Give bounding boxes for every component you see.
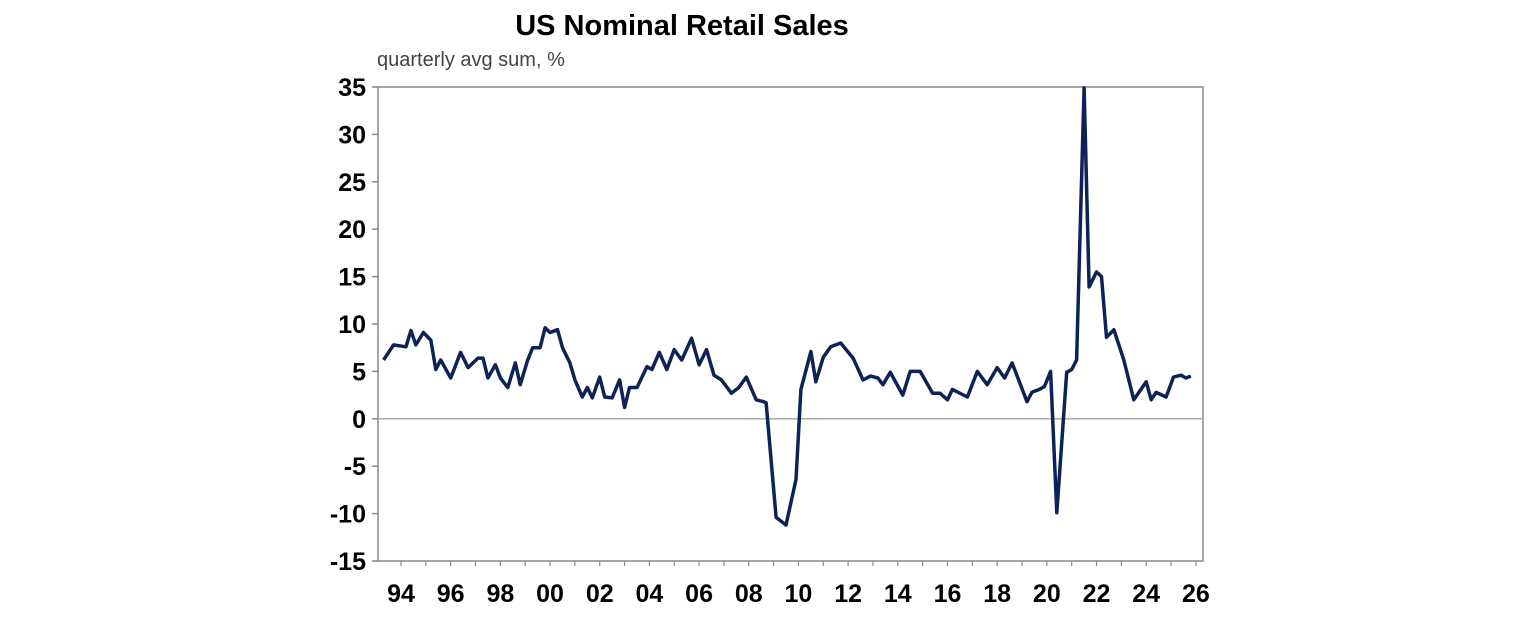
x-tick-label: 14 (884, 580, 912, 608)
x-tick-label: 24 (1132, 580, 1160, 608)
x-tick-label: 96 (437, 580, 465, 608)
x-tick-label: 20 (1033, 580, 1061, 608)
y-tick-label: 10 (338, 311, 366, 339)
y-tick-label: 5 (352, 358, 366, 386)
y-tick-label: -5 (344, 453, 366, 481)
y-tick-label: -10 (330, 501, 366, 529)
y-tick-label: 30 (338, 121, 366, 149)
x-tick-label: 16 (934, 580, 962, 608)
y-tick-label: 20 (338, 216, 366, 244)
y-tick-label: 35 (338, 74, 366, 102)
y-tick-label: 25 (338, 169, 366, 197)
y-tick-label: 0 (352, 406, 366, 434)
chart-subtitle: quarterly avg sum, % (377, 49, 565, 71)
axes: 35 30 25 20 15 10 5 0 -5 -10 -15 94 96 98 00 02 04 06 08 10… (330, 74, 1210, 608)
series-lines (382, 86, 1192, 527)
x-tick-label: 94 (387, 580, 415, 608)
x-tick-label: 00 (536, 580, 564, 608)
chart-title: US Nominal Retail Sales (515, 10, 849, 42)
x-tick-label: 02 (586, 580, 614, 608)
x-tick-label: 26 (1182, 580, 1210, 608)
x-tick-label: 10 (785, 580, 813, 608)
x-tick-label: 18 (983, 580, 1011, 608)
y-tick-label: 15 (338, 264, 366, 292)
x-tick-label: 12 (834, 580, 862, 608)
x-tick-label: 22 (1083, 580, 1111, 608)
series-line (382, 86, 1192, 527)
x-tick-label: 08 (735, 580, 763, 608)
x-tick-label: 04 (635, 580, 663, 608)
x-tick-label: 98 (486, 580, 514, 608)
x-tick-label: 06 (685, 580, 713, 608)
y-tick-label: -15 (330, 548, 366, 576)
